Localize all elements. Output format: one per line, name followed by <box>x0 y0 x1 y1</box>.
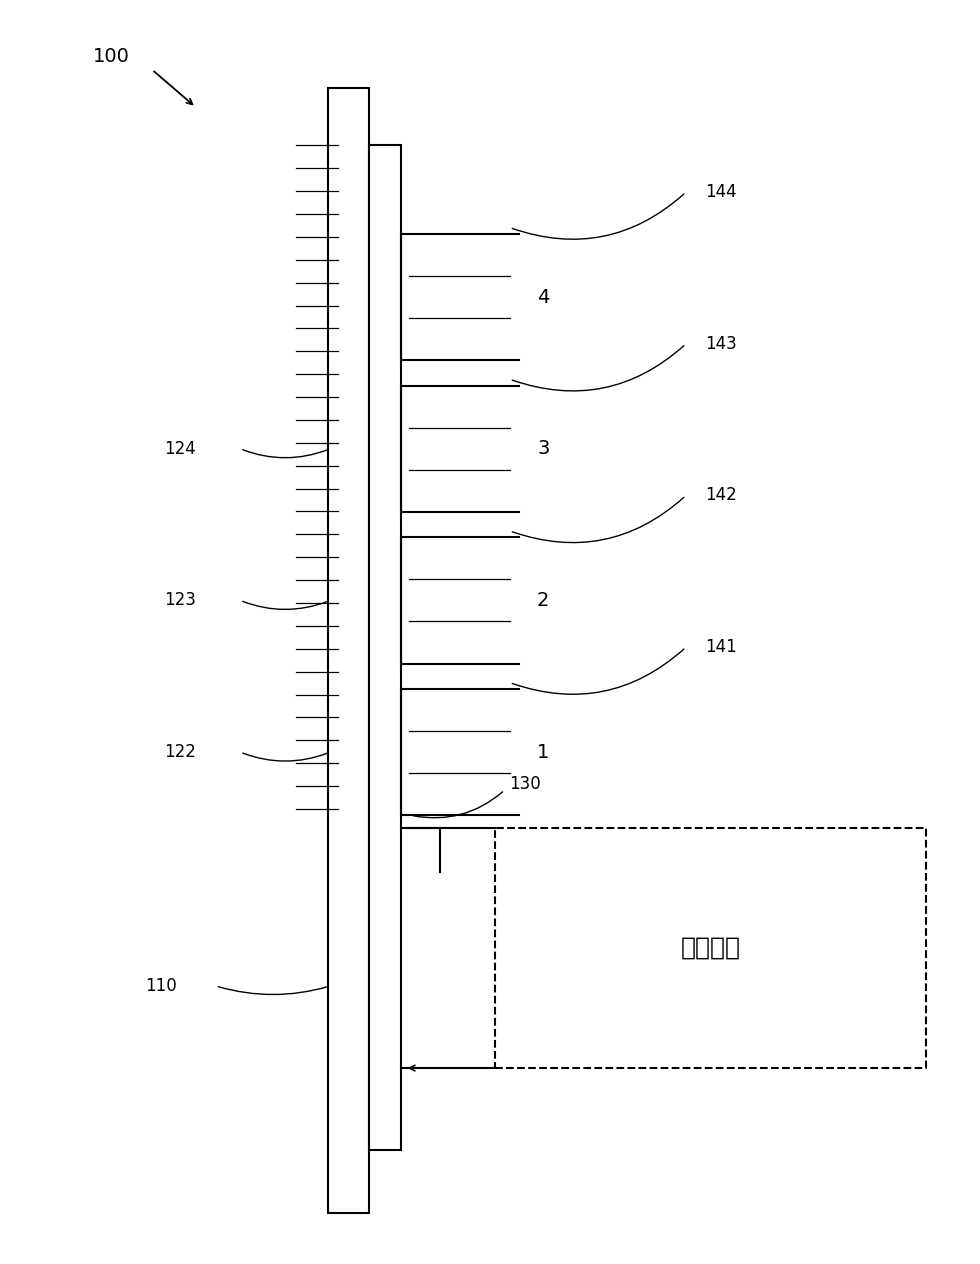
Text: 144: 144 <box>706 183 737 201</box>
Bar <box>328 88 369 1213</box>
Text: 143: 143 <box>706 335 737 353</box>
Text: 123: 123 <box>164 592 196 609</box>
Text: 4: 4 <box>537 287 550 307</box>
Text: 1: 1 <box>537 742 550 762</box>
Text: 2: 2 <box>537 590 550 611</box>
Text: 3: 3 <box>537 439 550 459</box>
Text: 100: 100 <box>93 47 130 67</box>
Text: 多核插座: 多核插座 <box>680 937 741 959</box>
Text: 124: 124 <box>165 440 196 458</box>
Text: 142: 142 <box>706 487 737 504</box>
Text: 130: 130 <box>510 775 541 793</box>
Bar <box>369 145 401 1150</box>
Text: 110: 110 <box>145 977 176 995</box>
Text: 122: 122 <box>164 743 196 761</box>
Bar <box>495 828 926 1068</box>
Text: 141: 141 <box>706 638 737 656</box>
